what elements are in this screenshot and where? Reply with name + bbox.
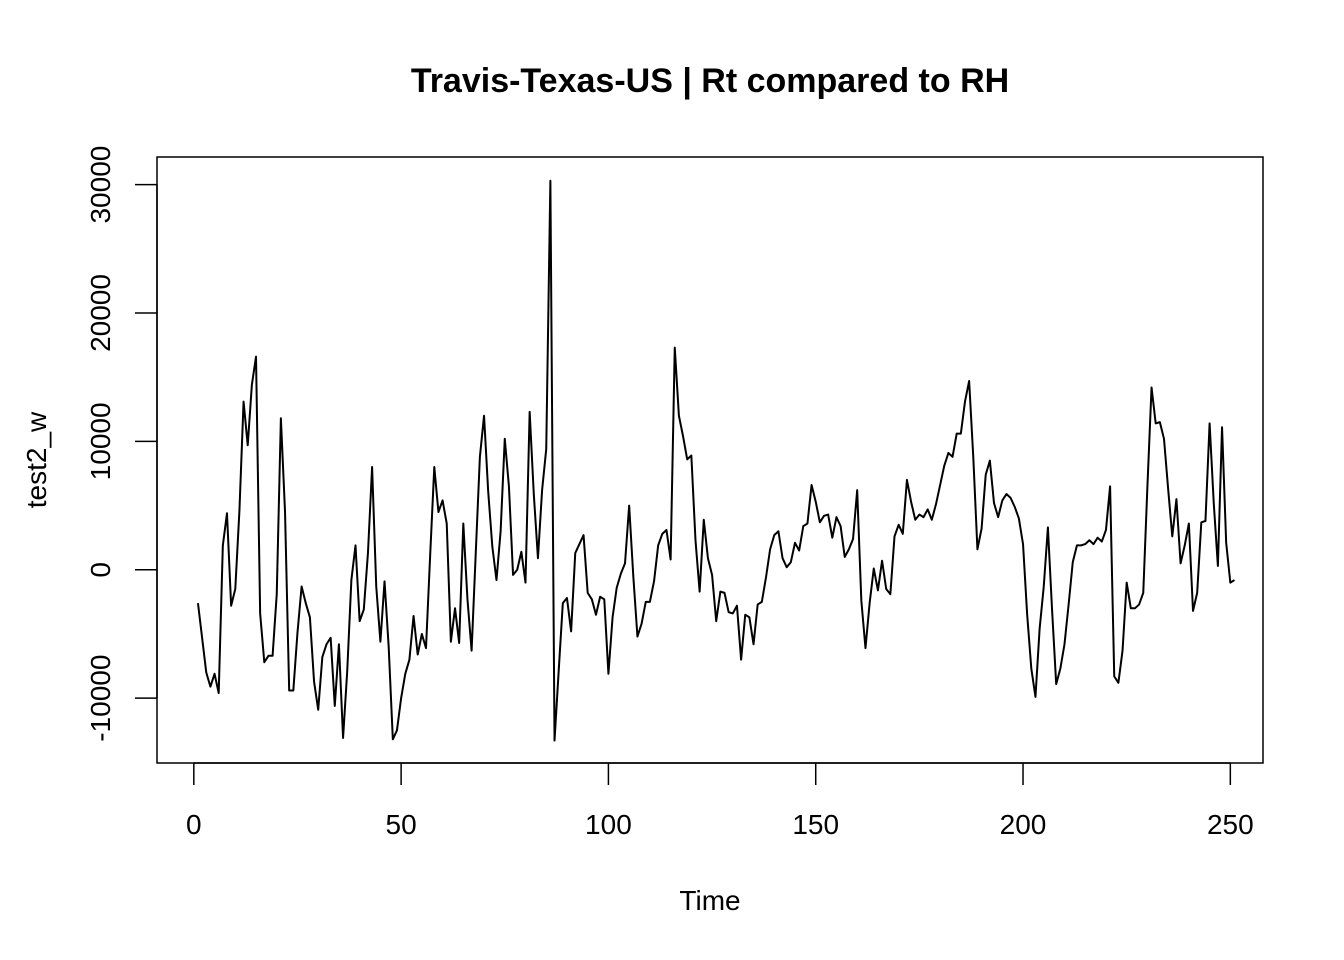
y-tick-label: -10000 bbox=[85, 655, 116, 742]
y-axis-label: test2_w bbox=[21, 411, 52, 508]
y-tick-label: 0 bbox=[85, 562, 116, 578]
x-tick-label: 0 bbox=[186, 809, 202, 840]
x-tick-label: 150 bbox=[792, 809, 839, 840]
x-tick-label: 100 bbox=[585, 809, 632, 840]
x-tick-label: 50 bbox=[386, 809, 417, 840]
x-axis: 0 50 100 150 200 250 bbox=[186, 762, 1254, 840]
x-axis-label: Time bbox=[679, 885, 740, 916]
y-tick-label: 10000 bbox=[85, 402, 116, 480]
x-tick-label: 200 bbox=[1000, 809, 1047, 840]
x-tick-label: 250 bbox=[1207, 809, 1254, 840]
y-axis: -10000 0 10000 20000 30000 bbox=[85, 146, 158, 742]
y-tick-label: 30000 bbox=[85, 146, 116, 224]
y-tick-label: 20000 bbox=[85, 274, 116, 352]
series-line bbox=[196, 179, 1236, 742]
plot-frame bbox=[156, 156, 1264, 764]
chart-title: Travis-Texas-US | Rt compared to RH bbox=[411, 62, 1009, 100]
